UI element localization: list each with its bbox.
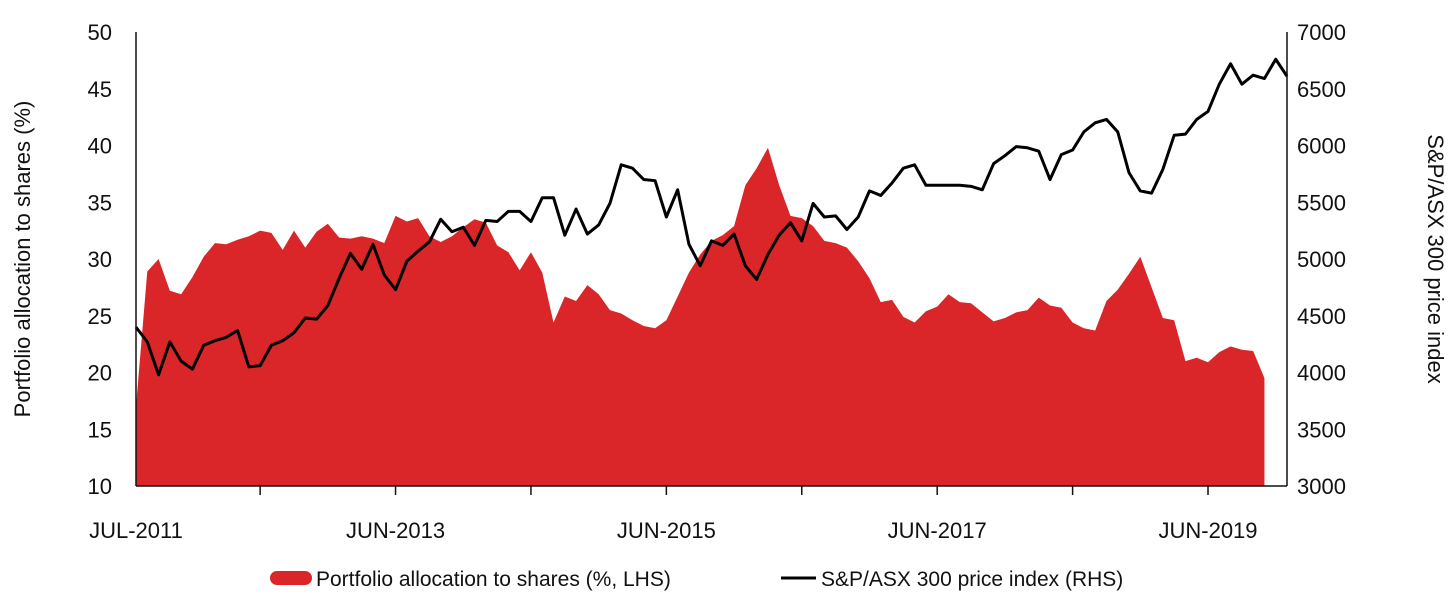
left-tick-label-20: 20 [88, 361, 112, 386]
legend-label-index: S&P/ASX 300 price index (RHS) [821, 568, 1123, 591]
area-layer [136, 147, 1265, 486]
right-tick-label-3000: 3000 [1297, 474, 1346, 499]
left-tick-labels: 50 45 40 35 30 25 20 15 10 [88, 20, 112, 499]
x-tick-label-jul-2011: JUL-2011 [89, 518, 183, 543]
left-tick-label-15: 15 [88, 417, 112, 442]
legend-item-index: S&P/ASX 300 price index (RHS) [781, 568, 1123, 591]
right-tick-label-7000: 7000 [1297, 20, 1346, 45]
right-tick-label-6000: 6000 [1297, 134, 1346, 159]
left-tick-label-30: 30 [88, 247, 112, 272]
left-tick-label-40: 40 [88, 134, 112, 159]
x-tick-marks [259, 486, 1209, 495]
allocation-area [136, 147, 1265, 486]
legend-label-allocation: Portfolio allocation to shares (%, LHS) [316, 568, 671, 591]
x-tick-label-jun-2015: JUN-2015 [617, 518, 716, 543]
left-tick-label-50: 50 [88, 20, 112, 45]
x-tick-labels: JUL-2011 JUN-2013 JUN-2015 JUN-2017 JUN-2019 [89, 518, 1257, 543]
right-tick-label-5500: 5500 [1297, 190, 1346, 215]
x-tick-label-jun-2017: JUN-2017 [888, 518, 987, 543]
left-tick-label-45: 45 [88, 77, 112, 102]
left-tick-label-35: 35 [88, 190, 112, 215]
axes-layer [135, 32, 1288, 487]
right-tick-label-4000: 4000 [1297, 361, 1346, 386]
right-tick-label-3500: 3500 [1297, 417, 1346, 442]
left-tick-label-25: 25 [88, 304, 112, 329]
right-axis-title: S&P/ASX 300 price index [1423, 134, 1448, 383]
line-layer [134, 57, 1289, 377]
legend: Portfolio allocation to shares (%, LHS) … [270, 568, 1123, 591]
left-tick-label-10: 10 [88, 474, 112, 499]
x-tick-label-jun-2013: JUN-2013 [346, 518, 445, 543]
left-axis-title: Portfolio allocation to shares (%) [10, 101, 35, 418]
right-tick-label-4500: 4500 [1297, 304, 1346, 329]
legend-swatch-area [270, 571, 312, 585]
right-tick-label-6500: 6500 [1297, 77, 1346, 102]
x-tick-label-jun-2019: JUN-2019 [1158, 518, 1257, 543]
legend-item-allocation: Portfolio allocation to shares (%, LHS) [270, 568, 671, 591]
right-tick-label-5000: 5000 [1297, 247, 1346, 272]
index-line [134, 57, 1289, 377]
right-tick-labels: 7000 6500 6000 5500 5000 4500 4000 3500 3000 [1297, 20, 1346, 499]
